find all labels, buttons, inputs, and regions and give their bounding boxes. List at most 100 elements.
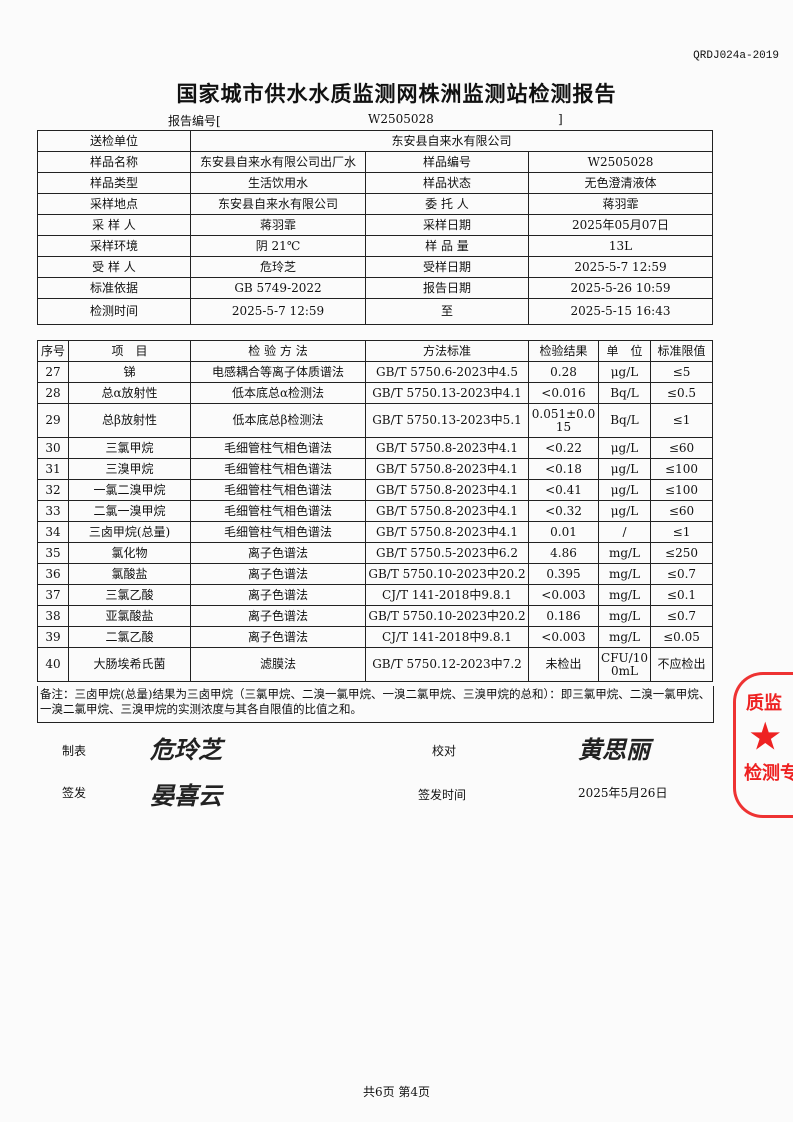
table-cell: 不应检出 — [650, 647, 713, 682]
table-cell: GB/T 5750.6-2023中4.5 — [365, 361, 529, 383]
table-cell: mg/L — [598, 605, 651, 627]
table-cell: ≤0.1 — [650, 584, 713, 606]
document-code: QRDJ024a-2019 — [693, 50, 779, 62]
table-cell: 32 — [37, 479, 69, 501]
table-row: 29 总β放射性 低本底总β检测法 GB/T 5750.13-2023中5.1 0.05… — [37, 403, 713, 438]
table-cell: 三氯乙酸 — [68, 584, 191, 606]
table-cell: 40 — [37, 647, 69, 682]
table-cell: ≤100 — [650, 458, 713, 480]
table-cell: 27 — [37, 361, 69, 383]
table-cell: 34 — [37, 521, 69, 543]
table-cell: ≤60 — [650, 500, 713, 522]
table-cell: GB/T 5750.12-2023中7.2 — [365, 647, 529, 682]
column-header: 方法标准 — [365, 340, 529, 362]
info-row: 送检单位 东安县自来水有限公司 — [37, 130, 713, 152]
column-header: 检验结果 — [528, 340, 599, 362]
table-cell: 总β放射性 — [68, 403, 191, 438]
table-row: 33 二氯一溴甲烷 毛细管柱气相色谱法 GB/T 5750.8-2023中4.1 <0.… — [37, 500, 713, 522]
info-row: 样品名称 东安县自来水有限公司出厂水 样品编号 W2505028 — [37, 151, 713, 173]
table-cell: 0.395 — [528, 563, 599, 585]
table-cell: ≤0.7 — [650, 605, 713, 627]
table-cell: 离子色谱法 — [190, 542, 366, 564]
report-number-value: W2505028 — [368, 112, 434, 126]
info-row: 受 样 人危玲芝 受样日期 2025-5-7 12:59 — [37, 256, 713, 278]
table-cell: 2025-5-7 12:59 — [528, 256, 713, 278]
table-cell: <0.18 — [528, 458, 599, 480]
report-number-label: 报告编号[ — [168, 114, 221, 128]
table-cell: 电感耦合等离子体质谱法 — [190, 361, 366, 383]
bracket: ] — [558, 112, 563, 126]
table-cell: mg/L — [598, 626, 651, 648]
table-cell: 低本底总α检测法 — [190, 382, 366, 404]
column-header: 标准限值 — [650, 340, 713, 362]
info-row: 样品类型 生活饮用水 样品状态 无色澄清液体 — [37, 172, 713, 194]
table-row: 34 三卤甲烷(总量) 毛细管柱气相色谱法 GB/T 5750.8-2023中4.1 0… — [37, 521, 713, 543]
table-cell: 2025-5-15 16:43 — [528, 298, 713, 325]
table-cell: Bq/L — [598, 403, 651, 438]
table-row: 37 三氯乙酸 离子色谱法 CJ/T 141-2018中9.8.1 <0.003 mg/L… — [37, 584, 713, 606]
table-cell: 东安县自来水有限公司 — [190, 193, 366, 215]
prepared-signature: 危玲芝 — [150, 735, 222, 764]
table-cell: 三卤甲烷(总量) — [68, 521, 191, 543]
table-row: 38 亚氯酸盐 离子色谱法 GB/T 5750.10-2023中20.2 0.186 mg… — [37, 605, 713, 627]
table-cell: 29 — [37, 403, 69, 438]
table-row: 40 大肠埃希氏菌 滤膜法 GB/T 5750.12-2023中7.2 未检出 CFU/1… — [37, 647, 713, 682]
table-header-row: 序号项 目检 验 方 法方法标准 检验结果单 位标准限值 — [37, 340, 713, 362]
column-header: 单 位 — [598, 340, 651, 362]
table-cell: 二氯一溴甲烷 — [68, 500, 191, 522]
table-cell: 氯化物 — [68, 542, 191, 564]
table-cell: 蒋羽霏 — [528, 193, 713, 215]
table-cell: ≤0.5 — [650, 382, 713, 404]
table-cell: mg/L — [598, 584, 651, 606]
page-footer: 共6页 第4页 — [362, 1085, 431, 1099]
table-cell: GB/T 5750.8-2023中4.1 — [365, 458, 529, 480]
issue-time: 2025年5月26日 — [578, 786, 668, 800]
table-cell: 送检单位 — [37, 130, 191, 152]
report-number: 报告编号[ W2505028 ] — [168, 112, 568, 129]
table-cell: 4.86 — [528, 542, 599, 564]
table-cell: 33 — [37, 500, 69, 522]
issued-label: 签发 — [62, 786, 87, 800]
table-cell: CJ/T 141-2018中9.8.1 — [365, 584, 529, 606]
table-cell: 39 — [37, 626, 69, 648]
table-cell: 37 — [37, 584, 69, 606]
table-cell: CJ/T 141-2018中9.8.1 — [365, 626, 529, 648]
table-cell: 0.186 — [528, 605, 599, 627]
table-cell: 采样环境 — [37, 235, 191, 257]
table-cell: <0.32 — [528, 500, 599, 522]
table-cell: 离子色谱法 — [190, 563, 366, 585]
table-cell: 一氯二溴甲烷 — [68, 479, 191, 501]
table-cell: 35 — [37, 542, 69, 564]
table-cell: 13L — [528, 235, 713, 257]
table-cell: 0.28 — [528, 361, 599, 383]
table-cell: 样品类型 — [37, 172, 191, 194]
table-cell: 毛细管柱气相色谱法 — [190, 437, 366, 459]
table-cell: 采样日期 — [365, 214, 529, 236]
table-cell: 蒋羽霏 — [190, 214, 366, 236]
table-cell: 离子色谱法 — [190, 605, 366, 627]
table-cell: ≤100 — [650, 479, 713, 501]
table-cell: 锑 — [68, 361, 191, 383]
table-cell: 2025-5-26 10:59 — [528, 277, 713, 299]
table-cell: 28 — [37, 382, 69, 404]
table-row: 27 锑电感耦合等离子体质谱法 GB/T 5750.6-2023中4.5 0.28 μg… — [37, 361, 713, 383]
column-header: 检 验 方 法 — [190, 340, 366, 362]
table-cell: 毛细管柱气相色谱法 — [190, 500, 366, 522]
table-cell: 2025年05月07日 — [528, 214, 713, 236]
table-cell: GB/T 5750.5-2023中6.2 — [365, 542, 529, 564]
table-cell: 三氯甲烷 — [68, 437, 191, 459]
table-cell: μg/L — [598, 437, 651, 459]
table-cell: 二氯乙酸 — [68, 626, 191, 648]
table-cell: mg/L — [598, 563, 651, 585]
table-cell: mg/L — [598, 542, 651, 564]
table-cell: 毛细管柱气相色谱法 — [190, 521, 366, 543]
table-cell: 毛细管柱气相色谱法 — [190, 479, 366, 501]
table-cell: ≤0.05 — [650, 626, 713, 648]
table-cell: 38 — [37, 605, 69, 627]
table-cell: GB/T 5750.8-2023中4.1 — [365, 521, 529, 543]
table-cell: / — [598, 521, 651, 543]
table-cell: 大肠埃希氏菌 — [68, 647, 191, 682]
stamp-text-bottom: 检测专 — [744, 763, 793, 784]
table-cell: <0.22 — [528, 437, 599, 459]
table-cell: GB 5749-2022 — [190, 277, 366, 299]
